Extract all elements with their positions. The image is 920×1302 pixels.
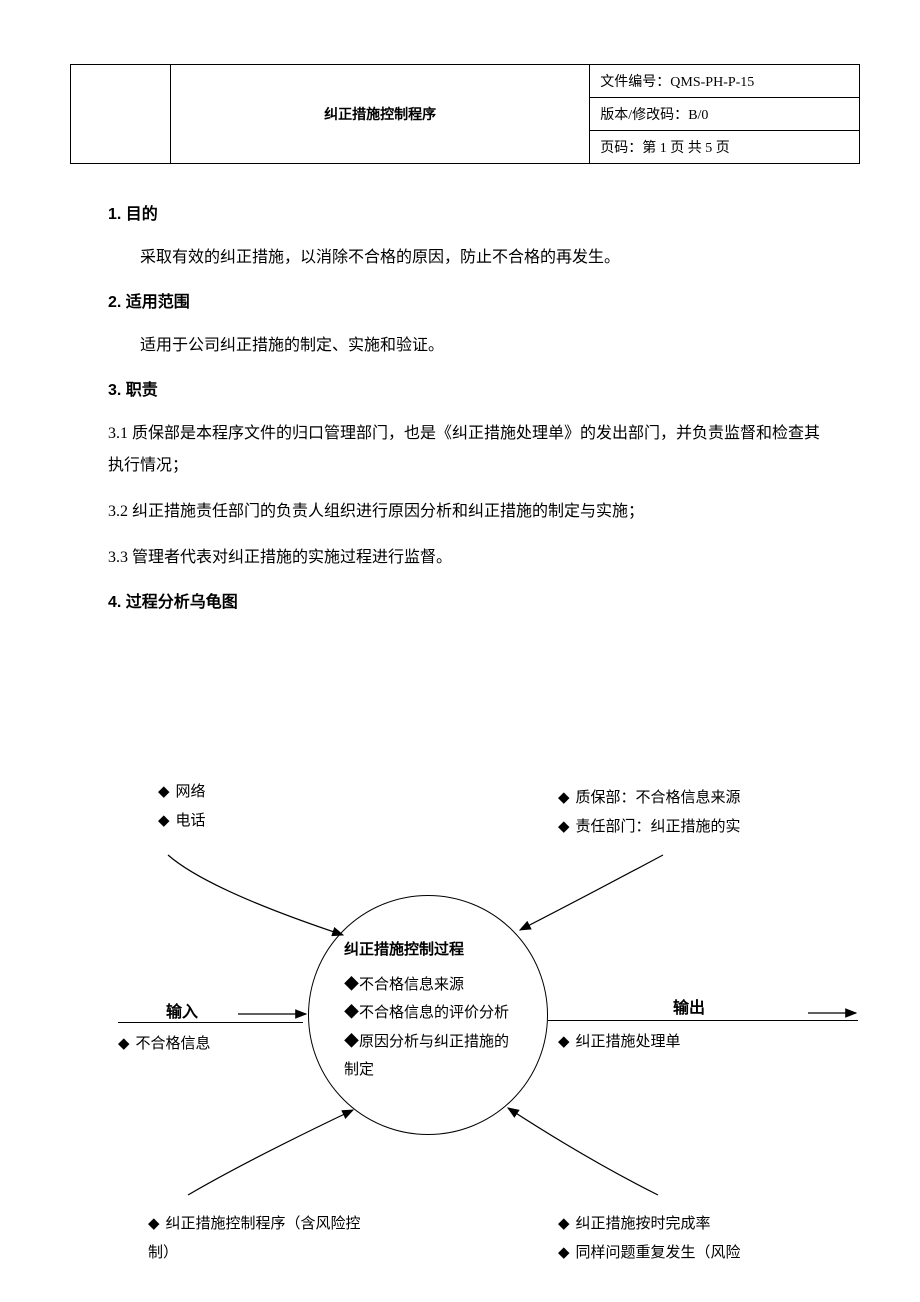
doc-no-label: 文件编号： [600, 75, 670, 90]
section-1-title: 1. 目的 [108, 200, 828, 224]
version-label: 版本/修改码： [600, 108, 688, 123]
version-value: B/0 [688, 108, 708, 123]
page-label: 页码：第 1 页 共 5 页 [600, 141, 730, 156]
turtle-center-circle: 纠正措施控制过程 ◆不合格信息来源 ◆不合格信息的评价分析 ◆原因分析与纠正措施… [308, 895, 548, 1135]
circle-title: 纠正措施控制过程 [344, 936, 519, 965]
turtle-input-items: ◆不合格信息 [118, 1030, 278, 1059]
section-1-body: 采取有效的纠正措施，以消除不合格的原因，防止不合格的再发生。 [108, 242, 828, 274]
turtle-output-items: ◆纠正措施处理单 [558, 1028, 838, 1057]
section-2-body: 适用于公司纠正措施的制定、实施和验证。 [108, 330, 828, 362]
output-label: 输出 [673, 994, 705, 1018]
bullet-icon: ◆ [158, 784, 170, 800]
output-line [548, 1020, 858, 1021]
turtle-tr-item-2: ◆责任部门：纠正措施的实 [558, 813, 838, 842]
turtle-input-item-1: ◆不合格信息 [118, 1030, 278, 1059]
page-cell: 页码：第 1 页 共 5 页 [590, 131, 860, 164]
bullet-icon: ◆ [158, 813, 170, 829]
bullet-icon: ◆ [148, 1216, 160, 1232]
section-3-2: 3.2 纠正措施责任部门的负责人组织进行原因分析和纠正措施的制定与实施； [108, 496, 828, 528]
bullet-icon: ◆ [558, 1034, 570, 1050]
doc-no-value: QMS-PH-P-15 [670, 75, 754, 90]
turtle-bottom-right: ◆纠正措施按时完成率 ◆同样问题重复发生（风险 [558, 1210, 838, 1267]
version-cell: 版本/修改码：B/0 [590, 98, 860, 131]
turtle-output-item-1: ◆纠正措施处理单 [558, 1028, 838, 1057]
input-label: 输入 [166, 998, 198, 1022]
section-3-3: 3.3 管理者代表对纠正措施的实施过程进行监督。 [108, 542, 828, 574]
bullet-icon: ◆ [344, 1005, 359, 1021]
turtle-top-right: ◆质保部：不合格信息来源 ◆责任部门：纠正措施的实 [558, 784, 838, 841]
section-3-title: 3. 职责 [108, 376, 828, 400]
bullet-icon: ◆ [558, 1245, 570, 1261]
document-title: 纠正措施控制程序 [170, 65, 589, 164]
turtle-top-left: ◆网络 ◆电话 [158, 778, 358, 835]
doc-number-cell: 文件编号：QMS-PH-P-15 [590, 65, 860, 98]
turtle-tl-item-1: ◆网络 [158, 778, 358, 807]
turtle-diagram: ◆网络 ◆电话 ◆质保部：不合格信息来源 ◆责任部门：纠正措施的实 输入 ◆不合… [108, 750, 868, 1300]
turtle-bottom-left: ◆纠正措施控制程序（含风险控制） [148, 1210, 368, 1267]
section-3-1: 3.1 质保部是本程序文件的归口管理部门，也是《纠正措施处理单》的发出部门，并负… [108, 418, 828, 482]
circle-item-2: ◆不合格信息的评价分析 ◆原因分析与纠正措施的制定 [344, 999, 519, 1085]
turtle-bl-item-1: ◆纠正措施控制程序（含风险控制） [148, 1210, 368, 1267]
input-line [118, 1022, 303, 1023]
bullet-icon: ◆ [558, 790, 570, 806]
bullet-icon: ◆ [344, 977, 359, 993]
bullet-icon: ◆ [558, 819, 570, 835]
document-header-table: 纠正措施控制程序 文件编号：QMS-PH-P-15 版本/修改码：B/0 页码：… [70, 64, 860, 164]
turtle-tl-item-2: ◆电话 [158, 807, 358, 836]
circle-content: 纠正措施控制过程 ◆不合格信息来源 ◆不合格信息的评价分析 ◆原因分析与纠正措施… [344, 936, 519, 1085]
header-logo-cell [71, 65, 171, 164]
turtle-tr-item-1: ◆质保部：不合格信息来源 [558, 784, 838, 813]
bullet-icon: ◆ [118, 1036, 130, 1052]
turtle-br-item-1: ◆纠正措施按时完成率 [558, 1210, 838, 1239]
document-body: 1. 目的 采取有效的纠正措施，以消除不合格的原因，防止不合格的再发生。 2. … [108, 190, 828, 630]
turtle-br-item-2: ◆同样问题重复发生（风险 [558, 1239, 838, 1268]
section-2-title: 2. 适用范围 [108, 288, 828, 312]
circle-item-1: ◆不合格信息来源 [344, 971, 519, 1000]
bullet-icon: ◆ [558, 1216, 570, 1232]
section-4-title: 4. 过程分析乌龟图 [108, 588, 828, 612]
